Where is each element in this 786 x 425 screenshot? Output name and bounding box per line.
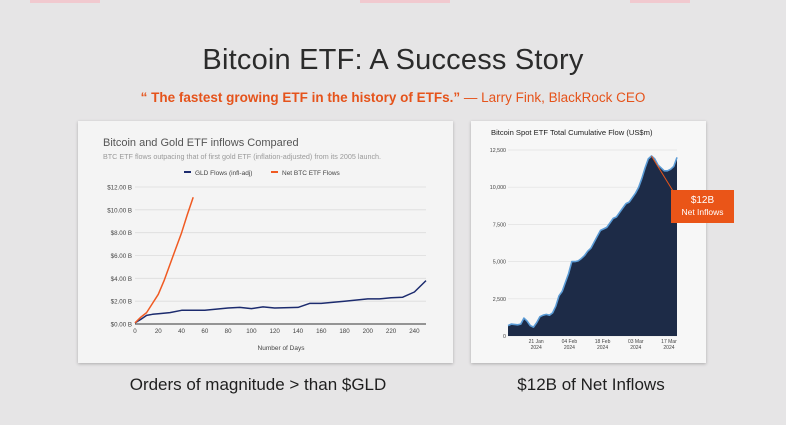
callout-label: Net Inflows	[681, 207, 724, 217]
chart1-y-tick-label: $6.00 B	[111, 253, 132, 260]
chart2-x-tick-label: 21 Jan 2024	[529, 339, 544, 351]
gold-vs-btc-chart-card: Bitcoin and Gold ETF inflows Compared BT…	[78, 121, 453, 363]
chart1-x-tick-label: 120	[270, 328, 281, 335]
chart1-legend: GLD Flows (infl-adj) Net BTC ETF Flows	[184, 170, 341, 177]
chart2-y-tick-label: 2,500	[493, 297, 506, 303]
top-accent-bar	[0, 0, 786, 3]
callout-pointer-line	[651, 155, 674, 192]
slide-title: Bitcoin ETF: A Success Story	[202, 44, 584, 76]
btc-flows-line	[134, 197, 194, 324]
chart1-x-tick-label: 160	[316, 328, 327, 335]
chart1-subtitle: BTC ETF flows outpacing that of first go…	[103, 152, 381, 161]
chart2-y-tick-label: 10,000	[490, 185, 506, 191]
cumulative-flow-line	[507, 155, 678, 328]
chart1-x-tick-label: 180	[339, 328, 350, 335]
chart1-title: Bitcoin and Gold ETF inflows Compared	[103, 137, 299, 149]
chart1-x-tick-label: 0	[133, 328, 137, 335]
chart1-y-tick-label: $4.00 B	[111, 276, 132, 283]
callout-value: $12B	[690, 195, 715, 206]
chart1-y-tick-label: $0.00 B	[111, 322, 132, 329]
chart1-y-tick-label: $2.00 B	[111, 299, 132, 306]
chart1-x-tick-label: 40	[178, 328, 185, 335]
left-caption: Orders of magnitude > than $GLD	[129, 375, 387, 394]
chart1-y-tick-label: $12.00 B	[107, 185, 132, 192]
quote-text: “ The fastest growing ETF in the history…	[140, 90, 461, 105]
chart1-x-tick-label: 20	[155, 328, 162, 335]
chart1-y-tick-label: $8.00 B	[111, 230, 132, 237]
chart2-y-tick-label: 5,000	[493, 260, 506, 266]
chart1-x-axis-label: Number of Days	[258, 345, 306, 352]
legend-btc-label: Net BTC ETF Flows	[282, 170, 341, 177]
chart2-x-tick-label: 04 Feb 2024	[562, 339, 578, 351]
chart2-y-tick-label: 12,500	[490, 148, 506, 154]
quote-attribution: — Larry Fink, BlackRock CEO	[463, 90, 646, 105]
chart1-x-tick-label: 80	[225, 328, 232, 335]
chart2-y-tick-label: 0	[503, 334, 506, 340]
net-inflows-callout: $12B Net Inflows	[671, 190, 734, 223]
chart1-x-tick-label: 100	[246, 328, 257, 335]
btc-cumulative-flow-chart: Bitcoin Spot ETF Total Cumulative Flow (…	[490, 128, 678, 351]
chart1-x-tick-label: 220	[386, 328, 397, 335]
chart1-x-tick-label: 200	[363, 328, 374, 335]
chart2-x-tick-label: 17 Mar 2024	[661, 339, 677, 351]
chart2-x-tick-label: 18 Feb 2024	[595, 339, 611, 351]
chart1-x-tick-label: 140	[293, 328, 304, 335]
gld-flows-line	[134, 280, 427, 324]
chart2-y-tick-label: 7,500	[493, 222, 506, 228]
legend-gld-label: GLD Flows (infl-adj)	[195, 170, 252, 177]
chart2-x-tick-label: 03 Mar 2024	[628, 339, 644, 351]
chart1-x-tick-label: 240	[409, 328, 420, 335]
btc-cumulative-flow-chart-card: Bitcoin Spot ETF Total Cumulative Flow (…	[471, 121, 706, 363]
right-caption: $12B of Net Inflows	[517, 375, 665, 394]
chart1-y-tick-label: $10.00 B	[107, 207, 132, 214]
chart2-title: Bitcoin Spot ETF Total Cumulative Flow (…	[491, 128, 653, 137]
gold-vs-btc-chart: Bitcoin and Gold ETF inflows Compared BT…	[103, 137, 427, 352]
quote-line: “ The fastest growing ETF in the history…	[0, 90, 786, 105]
chart1-x-tick-label: 60	[201, 328, 208, 335]
